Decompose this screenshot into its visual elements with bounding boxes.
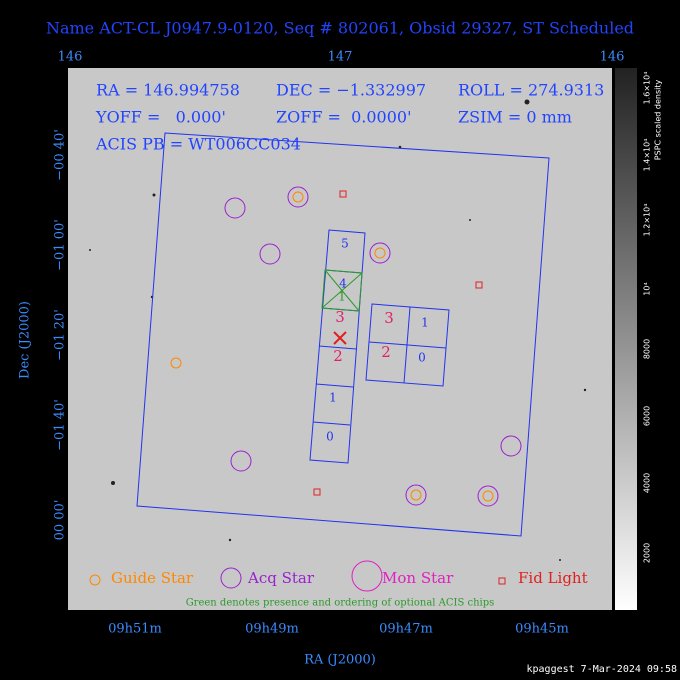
tick-label: 147 <box>328 50 353 65</box>
tick-label: 09h45m <box>515 622 569 637</box>
info-text: DEC = −1.332997 <box>276 81 426 100</box>
colorbar-tick: 1.6×10⁴ <box>643 72 652 105</box>
tick-label: −01 00' <box>53 219 68 271</box>
legend-label: Guide Star <box>111 569 194 587</box>
legend: Guide Star Acq Star Mon Star Fid Light <box>89 560 588 592</box>
info-text: YOFF = 0.000' <box>95 108 226 127</box>
footer: kpaggest 7-Mar-2024 09:58 <box>526 664 677 675</box>
top-axis: 146 147 146 <box>58 50 625 65</box>
legend-label: Acq Star <box>247 569 315 587</box>
legend-label: Fid Light <box>518 569 588 587</box>
chip-label: 2 <box>333 347 343 365</box>
stars <box>89 99 587 561</box>
tick-label: −01 40' <box>53 399 68 451</box>
tick-label: 09h47m <box>379 622 433 637</box>
chip-label: 1 <box>338 290 346 304</box>
colorbar <box>615 68 637 610</box>
colorbar-tick: 6000 <box>643 406 652 426</box>
colorbar-tick: 4000 <box>643 473 652 493</box>
tick-label: −00 40' <box>53 129 68 181</box>
chip-label: 1 <box>421 316 429 330</box>
info-text: ACIS PB = WT006CC034 <box>95 135 301 154</box>
tick-label: 146 <box>58 50 83 65</box>
chip-label: 2 <box>381 343 391 361</box>
info-text: RA = 146.994758 <box>96 81 240 100</box>
title: Name ACT-CL J0947.9-0120, Seq # 802061, … <box>46 19 634 38</box>
colorbar-labels: 2000 4000 6000 8000 10⁴ 1.2×10⁴ 1.4×10⁴ … <box>643 72 663 564</box>
tick-label: −01 20' <box>53 309 68 361</box>
axis-label: RA (J2000) <box>304 653 376 668</box>
axis-label: Dec (J2000) <box>18 301 33 379</box>
note: Green denotes presence and ordering of o… <box>186 598 495 609</box>
info-text: ZOFF = 0.0000' <box>276 108 411 127</box>
chip-labels: 5 4 1 3 2 1 0 3 1 2 0 <box>326 237 429 444</box>
chip-label: 4 <box>339 277 347 291</box>
colorbar-tick: 8000 <box>643 339 652 359</box>
stars-markers <box>170 186 522 507</box>
info-text: ROLL = 274.9313 <box>458 81 604 100</box>
left-axis: −00 40' −01 00' −01 20' −01 40' 00 00' D… <box>18 129 68 540</box>
optional-chip <box>321 269 363 312</box>
chip-label: 3 <box>384 309 394 327</box>
tick-label: 146 <box>600 50 625 65</box>
chip-label: 3 <box>335 308 345 326</box>
tick-label: 09h49m <box>245 622 299 637</box>
tick-label: 09h51m <box>108 622 162 637</box>
colorbar-tick: 1.2×10⁴ <box>643 204 652 237</box>
colorbar-label: PSPC scaled density <box>654 80 663 161</box>
colorbar-tick: 2000 <box>643 543 652 563</box>
legend-label: Mon Star <box>382 569 454 587</box>
chip-label: 0 <box>326 430 334 444</box>
chip-label: 0 <box>418 351 426 365</box>
chip-label: 1 <box>329 391 337 405</box>
bottom-axis: 09h51m 09h49m 09h47m 09h45m RA (J2000) <box>108 622 569 668</box>
colorbar-tick: 10⁴ <box>643 282 652 295</box>
info-text: ZSIM = 0 mm <box>458 108 572 127</box>
chip-label: 5 <box>341 237 349 251</box>
info: RA = 146.994758 DEC = −1.332997 ROLL = 2… <box>95 81 604 154</box>
colorbar-tick: 1.4×10⁴ <box>643 139 652 172</box>
aimpoint <box>333 331 347 345</box>
tick-label: 00 00' <box>53 500 68 541</box>
